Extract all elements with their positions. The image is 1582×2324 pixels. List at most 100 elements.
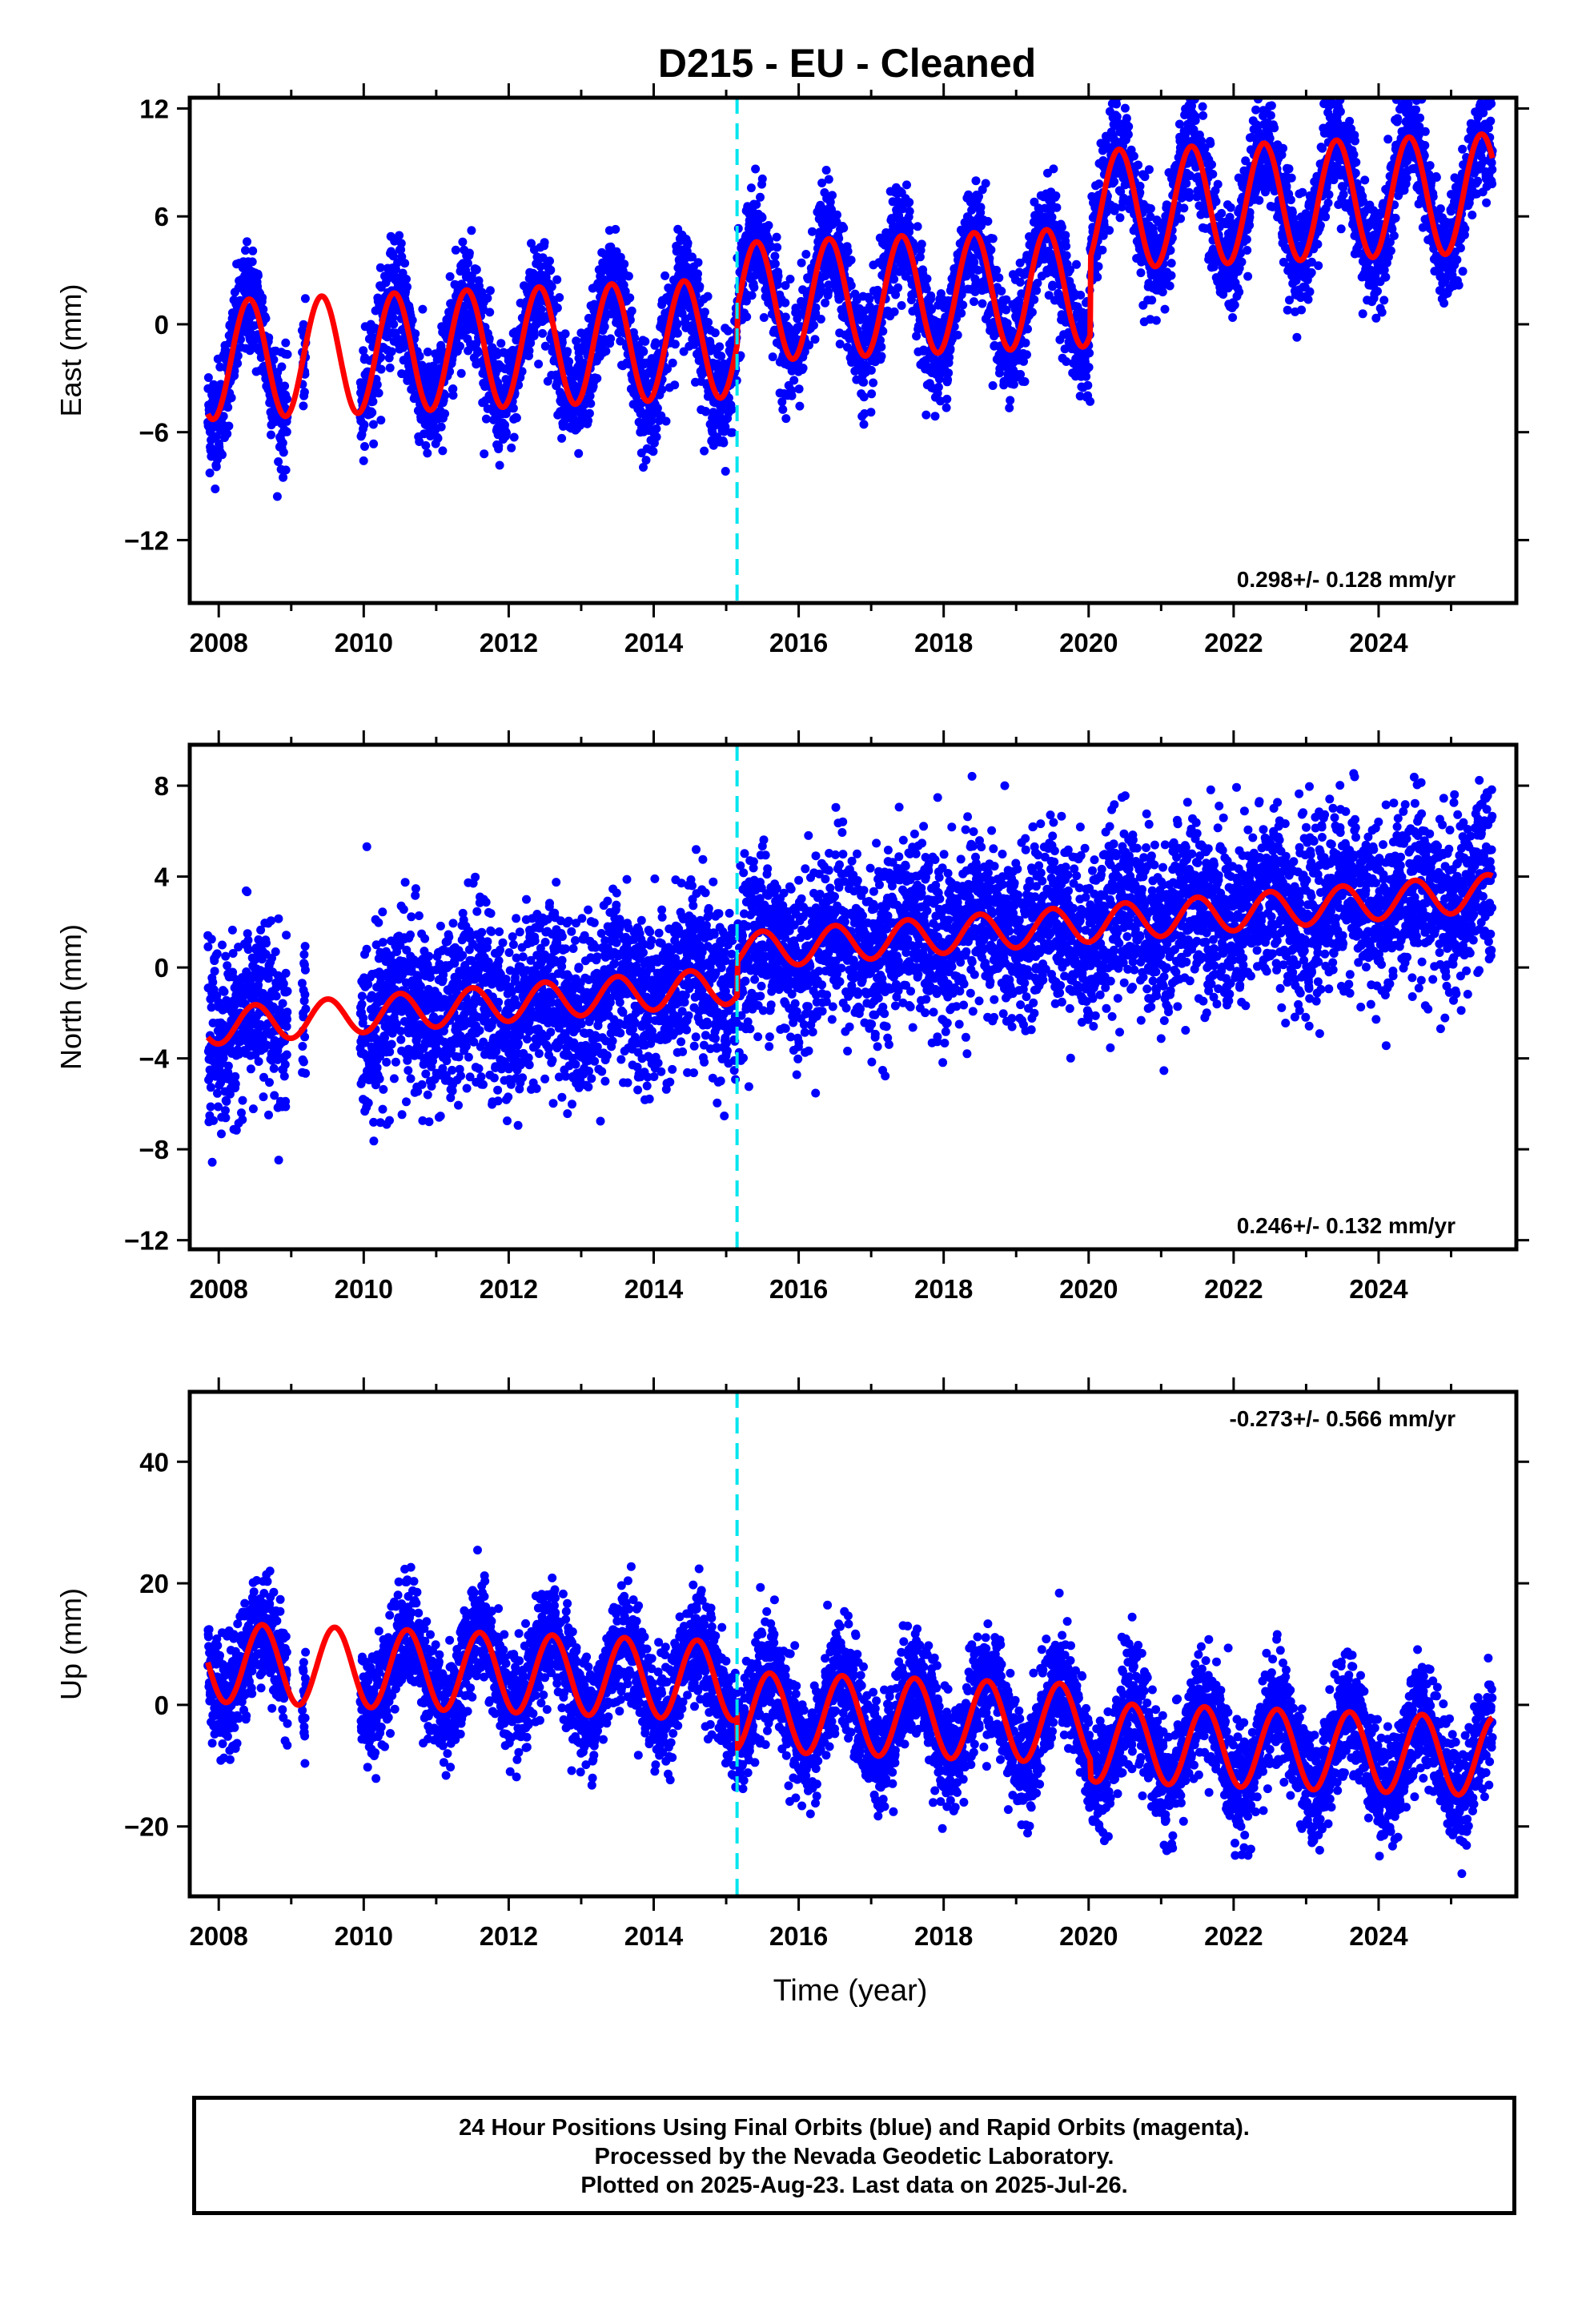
data-point <box>372 380 382 389</box>
data-point <box>958 300 968 310</box>
data-point <box>1178 65 1186 74</box>
data-point <box>203 373 213 382</box>
data-point <box>620 287 630 296</box>
data-point <box>1030 295 1039 304</box>
data-point <box>601 347 611 356</box>
data-point <box>502 428 511 438</box>
data-point <box>438 446 448 456</box>
data-point <box>1084 363 1094 372</box>
data-point <box>719 438 729 448</box>
data-point <box>1086 396 1095 406</box>
data-point <box>751 164 761 174</box>
data-point <box>451 245 460 255</box>
data-point <box>787 391 797 400</box>
data-point <box>236 335 245 344</box>
data-point <box>227 393 236 403</box>
data-point <box>627 306 636 316</box>
data-point <box>606 334 616 344</box>
data-point <box>396 239 406 248</box>
data-point <box>978 299 987 308</box>
data-point <box>1062 251 1071 260</box>
data-point <box>651 338 661 348</box>
data-point <box>1005 403 1014 412</box>
data-point <box>640 336 650 346</box>
data-point <box>997 287 1006 296</box>
data-point <box>1120 103 1130 113</box>
data-point <box>555 293 564 302</box>
data-point <box>278 438 287 448</box>
data-point <box>717 352 726 361</box>
data-point <box>1158 287 1167 297</box>
data-point <box>866 408 876 417</box>
data-point <box>866 365 876 375</box>
data-point <box>1112 99 1121 109</box>
data-point <box>376 352 386 362</box>
data-point <box>721 422 730 432</box>
data-point <box>299 401 308 411</box>
data-point <box>267 430 275 440</box>
data-point <box>986 245 996 255</box>
data-point <box>700 446 709 456</box>
data-point <box>721 467 730 476</box>
data-point <box>387 347 396 356</box>
data-point <box>816 315 825 324</box>
data-point <box>557 338 567 348</box>
data-point <box>700 308 709 317</box>
data-point <box>723 326 733 336</box>
data-point <box>460 301 469 311</box>
data-point <box>448 384 458 393</box>
data-point <box>624 271 633 281</box>
data-point <box>625 293 635 303</box>
data-point <box>463 259 472 268</box>
data-point <box>1258 82 1267 90</box>
data-point <box>944 368 954 378</box>
data-point <box>369 439 379 448</box>
data-point <box>1015 278 1025 287</box>
data-point <box>833 210 841 219</box>
data-point <box>464 248 474 258</box>
data-point <box>586 399 596 408</box>
data-point <box>781 312 790 322</box>
data-point <box>218 450 227 460</box>
data-point <box>359 456 368 465</box>
data-point <box>385 363 395 372</box>
data-point <box>509 432 519 442</box>
data-point <box>727 404 737 414</box>
data-point <box>821 166 831 175</box>
data-point <box>905 207 914 216</box>
data-point <box>778 404 788 414</box>
data-point <box>279 472 288 482</box>
data-point <box>415 352 424 361</box>
data-point <box>374 388 383 398</box>
data-point <box>495 460 504 470</box>
data-point <box>536 304 546 314</box>
data-point <box>797 258 806 267</box>
data-point <box>557 433 567 443</box>
data-point <box>280 381 290 391</box>
data-point <box>1208 170 1218 179</box>
data-point <box>1182 179 1191 188</box>
data-point <box>1062 241 1071 251</box>
data-point <box>1020 377 1030 386</box>
data-point <box>715 342 725 352</box>
data-point <box>798 364 808 373</box>
data-point <box>1124 122 1134 131</box>
data-point <box>1051 191 1061 200</box>
data-point <box>300 294 310 304</box>
data-point <box>461 266 471 275</box>
data-point <box>233 351 243 360</box>
data-point <box>477 287 487 297</box>
data-point <box>403 282 412 292</box>
data-point <box>1217 208 1227 218</box>
data-point <box>773 271 783 281</box>
data-point <box>1166 259 1176 268</box>
data-point <box>485 286 495 296</box>
data-point <box>1115 213 1125 223</box>
data-point <box>423 448 432 458</box>
data-point <box>942 394 952 404</box>
data-point <box>458 237 468 247</box>
data-point <box>1093 272 1102 282</box>
data-point <box>584 416 593 425</box>
data-point <box>781 414 791 424</box>
data-point <box>247 257 257 267</box>
